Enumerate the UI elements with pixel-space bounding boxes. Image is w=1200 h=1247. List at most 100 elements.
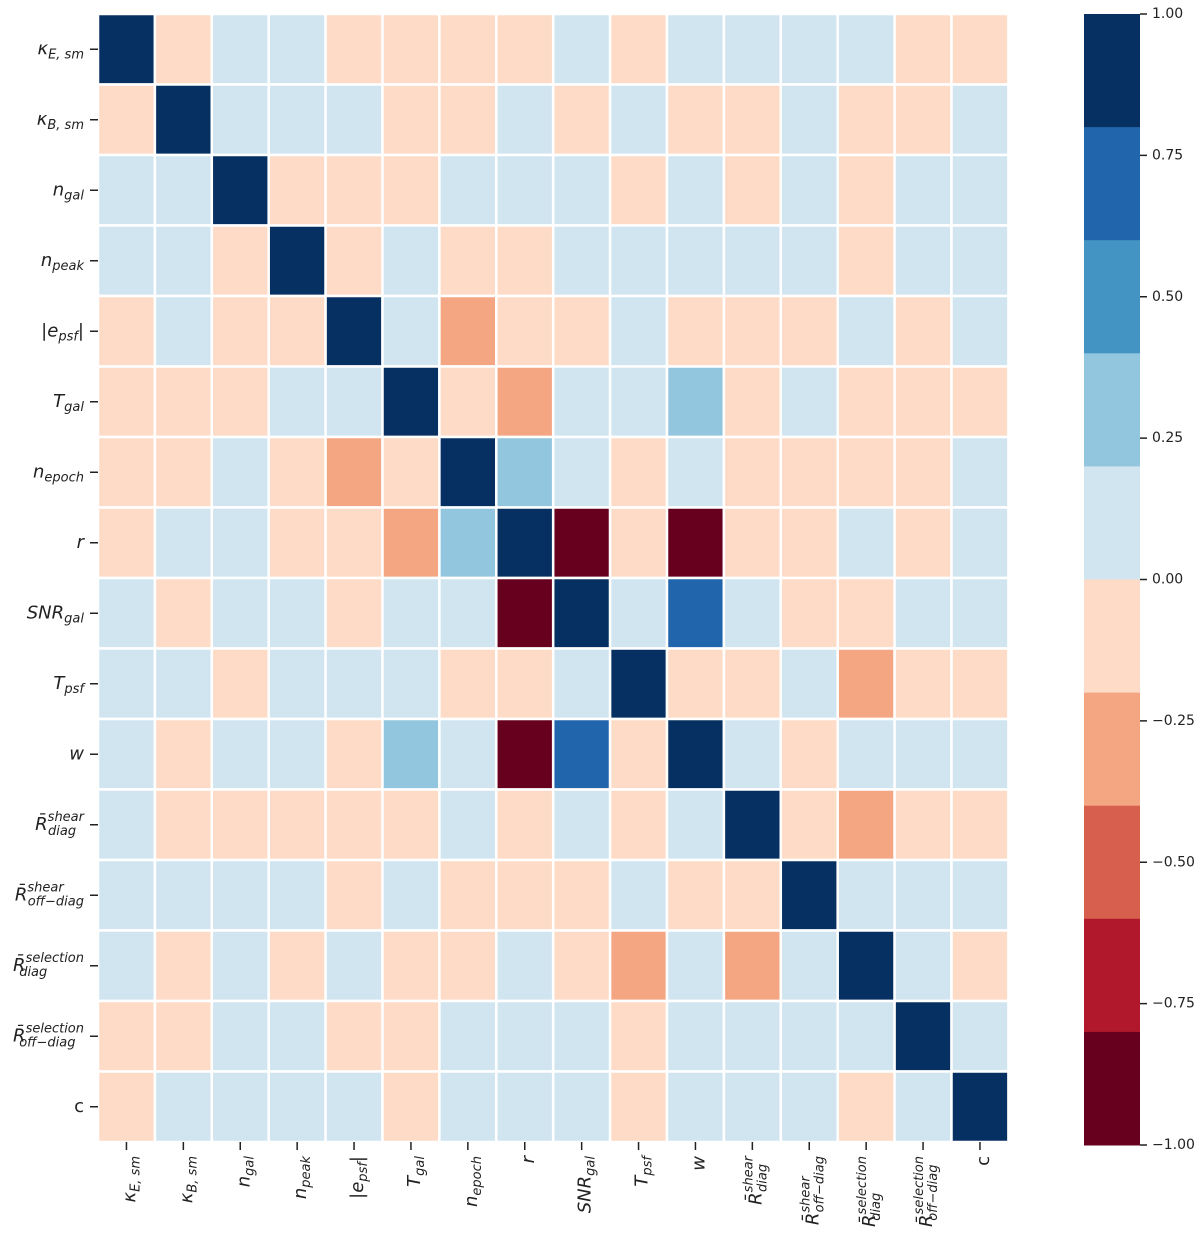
- heatmap-cell-r14-c12: [779, 999, 839, 1073]
- heatmap-cell-r3-c7: [495, 224, 555, 298]
- y-tick-label-n-epoch: nepoch: [33, 461, 84, 485]
- heatmap-cell-r9-c4: [324, 647, 384, 721]
- heatmap-cell-r1-c1: [153, 83, 214, 157]
- heatmap-cell-r2-c12: [779, 153, 839, 227]
- heatmap-cell-r15-c7: [495, 1070, 555, 1144]
- heatmap-cell-r7-c9: [608, 506, 669, 580]
- colorbar-segment-1: [1084, 127, 1140, 241]
- heatmap-cell-r0-c7: [495, 12, 555, 86]
- heatmap-cell-r6-c0: [96, 435, 157, 509]
- heatmap-cell-r3-c1: [153, 224, 214, 298]
- heatmap-cell-r11-c14: [893, 788, 953, 862]
- heatmap-cell-r2-c9: [608, 153, 669, 227]
- heatmap-cell-r14-c8: [551, 999, 612, 1073]
- heatmap-cell-r0-c2: [210, 12, 270, 86]
- heatmap-cell-r0-c5: [381, 12, 441, 86]
- heatmap-cell-r7-c12: [779, 506, 839, 580]
- heatmap-cell-r9-c11: [722, 647, 783, 721]
- heatmap-cell-r2-c1: [153, 153, 214, 227]
- heatmap-cell-r11-c1: [153, 788, 214, 862]
- colorbar-tick-label: 0.25: [1152, 430, 1183, 446]
- heatmap-cell-r8-c6: [438, 576, 498, 650]
- heatmap-cell-r5-c15: [950, 365, 1010, 439]
- heatmap-cell-r7-c1: [153, 506, 214, 580]
- colorbar-segment-3: [1084, 353, 1140, 467]
- heatmap-cell-r6-c9: [608, 435, 669, 509]
- heatmap-cell-r8-c8: [551, 576, 612, 650]
- heatmap-cell-r11-c8: [551, 788, 612, 862]
- heatmap-cell-r10-c10: [665, 717, 726, 791]
- heatmap-cell-r13-c11: [722, 929, 783, 1003]
- heatmap-cell-r10-c13: [836, 717, 896, 791]
- x-tick-label-c: c: [973, 1156, 994, 1166]
- heatmap-cell-r4-c9: [608, 294, 669, 368]
- heatmap-cell-r12-c13: [836, 858, 896, 932]
- heatmap-cell-r3-c10: [665, 224, 726, 298]
- heatmap-cell-r7-c3: [267, 506, 327, 580]
- heatmap-cell-r14-c11: [722, 999, 783, 1073]
- heatmap-cell-r15-c4: [324, 1070, 384, 1144]
- heatmap-cell-r5-c11: [722, 365, 783, 439]
- heatmap-cell-r13-c3: [267, 929, 327, 1003]
- heatmap-cell-r9-c3: [267, 647, 327, 721]
- heatmap-cell-r0-c13: [836, 12, 896, 86]
- x-tick-label-snr-gal: SNRgal: [575, 1156, 599, 1214]
- heatmap-cell-r7-c11: [722, 506, 783, 580]
- colorbar-tick-label: −0.75: [1152, 996, 1195, 1012]
- heatmap-cell-r11-c6: [438, 788, 498, 862]
- x-tick-label-n-peak: npeak: [290, 1156, 314, 1200]
- x-tick-label-kappa-b-sm: κB, sm: [176, 1156, 200, 1203]
- heatmap-cell-r14-c14: [893, 999, 953, 1073]
- heatmap-cell-r6-c12: [779, 435, 839, 509]
- heatmap-cell-r1-c15: [950, 83, 1010, 157]
- heatmap-cell-r4-c11: [722, 294, 783, 368]
- heatmap-cell-r3-c11: [722, 224, 783, 298]
- heatmap-cell-r9-c1: [153, 647, 214, 721]
- heatmap-cell-r2-c3: [267, 153, 327, 227]
- heatmap-cell-r7-c10: [665, 506, 726, 580]
- y-tick-label-n-gal: ngal: [53, 179, 85, 203]
- heatmap-cell-r3-c9: [608, 224, 669, 298]
- colorbar-segment-6: [1084, 692, 1140, 807]
- heatmap-cell-r2-c7: [495, 153, 555, 227]
- heatmap-cell-r10-c5: [381, 717, 441, 791]
- heatmap-cell-r5-c1: [153, 365, 214, 439]
- heatmap-cell-r10-c1: [153, 717, 214, 791]
- colorbar: 1.00 0.75 0.50 0.25 0.00 −0.25 −0.50 −0.75 −1.00: [1084, 6, 1195, 1153]
- heatmap-cell-r8-c0: [96, 576, 157, 650]
- heatmap-cell-r4-c0: [96, 294, 157, 368]
- heatmap-cell-r12-c3: [267, 858, 327, 932]
- heatmap-cell-r5-c5: [381, 365, 441, 439]
- heatmap-cell-r4-c8: [551, 294, 612, 368]
- heatmap-cell-r15-c1: [153, 1070, 214, 1144]
- heatmap-cell-r9-c6: [438, 647, 498, 721]
- heatmap-cell-r15-c11: [722, 1070, 783, 1144]
- heatmap-cell-r13-c8: [551, 929, 612, 1003]
- heatmap-cell-r2-c10: [665, 153, 726, 227]
- heatmap-cell-r0-c1: [153, 12, 214, 86]
- heatmap-cell-r8-c5: [381, 576, 441, 650]
- x-tick-label-t-gal: Tgal: [404, 1156, 428, 1187]
- heatmap-cell-r3-c15: [950, 224, 1010, 298]
- heatmap-cell-r12-c10: [665, 858, 726, 932]
- heatmap-cell-r2-c6: [438, 153, 498, 227]
- heatmap-cell-r4-c7: [495, 294, 555, 368]
- heatmap-cell-r5-c4: [324, 365, 384, 439]
- heatmap-cell-r15-c14: [893, 1070, 953, 1144]
- heatmap-cell-r15-c0: [96, 1070, 157, 1144]
- heatmap-cell-r13-c6: [438, 929, 498, 1003]
- heatmap-cell-r1-c7: [495, 83, 555, 157]
- colorbar-segment-7: [1084, 805, 1140, 920]
- heatmap-cell-r13-c4: [324, 929, 384, 1003]
- heatmap-cell-r13-c2: [210, 929, 270, 1003]
- heatmap-cell-r1-c2: [210, 83, 270, 157]
- heatmap-cell-r6-c2: [210, 435, 270, 509]
- colorbar-tick-label: −1.00: [1152, 1137, 1195, 1153]
- colorbar-segment-8: [1084, 918, 1140, 1033]
- heatmap-cell-r15-c10: [665, 1070, 726, 1144]
- heatmap-cell-r4-c5: [381, 294, 441, 368]
- heatmap-cell-r14-c4: [324, 999, 384, 1073]
- heatmap-cell-r11-c3: [267, 788, 327, 862]
- x-tick-label-kappa-e-sm: κE, sm: [119, 1156, 143, 1203]
- heatmap-cell-r0-c6: [438, 12, 498, 86]
